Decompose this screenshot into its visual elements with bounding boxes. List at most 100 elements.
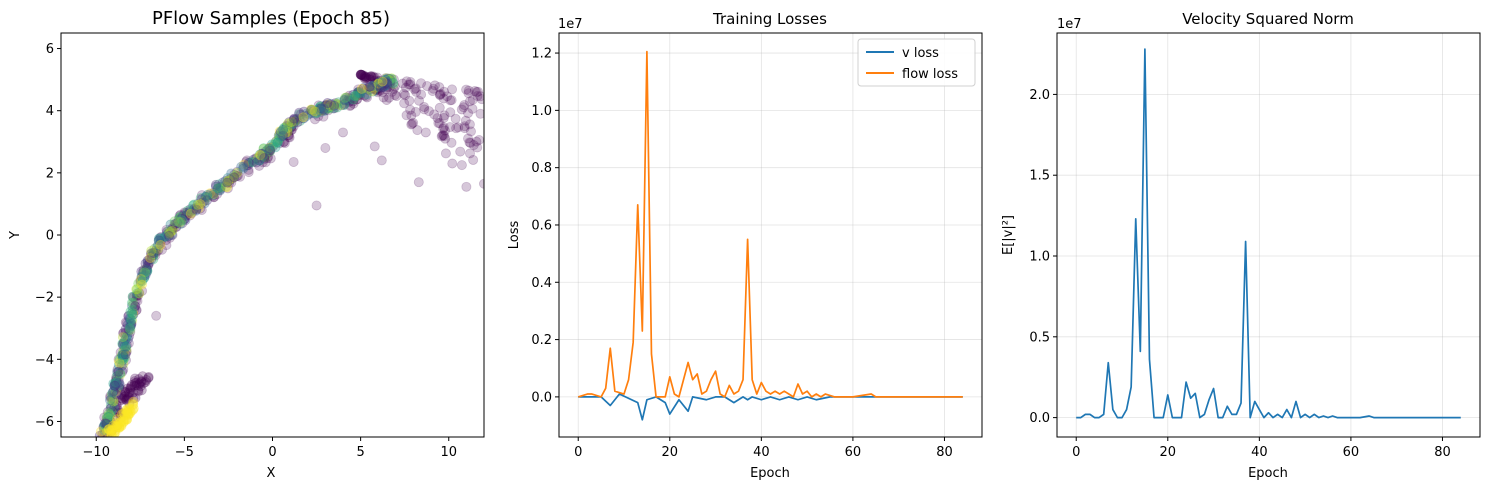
scatter-point [372, 87, 383, 98]
scatter-point [384, 92, 395, 103]
scatter-point [222, 182, 233, 193]
scatter-point [266, 139, 277, 150]
scatter-point [463, 108, 474, 119]
scatter-point [408, 117, 419, 128]
x-tick-label: 40 [753, 445, 770, 460]
scatter-point [288, 121, 299, 132]
y-tick-label: −4 [35, 353, 54, 368]
x-tick-label: −10 [83, 445, 110, 460]
scatter-point [137, 371, 148, 382]
scatter-point [124, 331, 135, 342]
scatter-point [381, 94, 392, 105]
scatter-point [143, 260, 154, 271]
scatter-point [121, 355, 132, 366]
scatter-point [117, 349, 128, 360]
scatter-point [380, 73, 391, 84]
scatter-point [119, 416, 130, 427]
scatter-point [115, 368, 126, 379]
scatter-point [111, 371, 122, 382]
scatter-point [382, 73, 393, 84]
y-tick-label: 0.8 [531, 161, 552, 176]
scatter-point [364, 81, 375, 92]
scatter-point [170, 218, 181, 229]
scatter-point [103, 412, 114, 423]
scatter-point [280, 129, 291, 140]
scatter-point [192, 198, 203, 209]
scatter-point [286, 124, 297, 135]
scatter-point [200, 191, 211, 202]
scatter-point [359, 71, 370, 82]
scatter-point [100, 419, 111, 430]
scatter-point [365, 71, 376, 82]
series-line-v-loss [578, 393, 963, 421]
scatter-point [362, 92, 373, 103]
scatter-point [118, 337, 129, 348]
scatter-point [160, 231, 171, 242]
scatter-point [103, 408, 114, 419]
scatter-point [389, 90, 400, 101]
scatter-point [274, 126, 285, 137]
scatter-point [353, 89, 364, 100]
scatter-point [118, 408, 129, 419]
scatter-point [258, 150, 269, 161]
scatter-point [435, 88, 446, 99]
scatter-point [140, 270, 151, 281]
scatter-point [321, 100, 332, 111]
series-line [1076, 48, 1461, 419]
scatter-point [128, 403, 139, 414]
scatter-point [373, 78, 384, 89]
scatter-point [320, 100, 331, 111]
scatter-point [319, 105, 330, 116]
scatter-point [307, 104, 318, 115]
x-tick-label: 20 [662, 445, 679, 460]
scatter-point [257, 149, 268, 160]
scatter-point [301, 111, 312, 122]
scatter-point [194, 199, 205, 210]
scatter-point [103, 424, 114, 435]
scatter-point [125, 314, 136, 325]
scatter-point [320, 101, 331, 112]
scatter-point [161, 240, 172, 251]
y-tick-label: 4 [46, 104, 54, 119]
scatter-point [250, 153, 261, 164]
scatter-point [257, 151, 268, 162]
scatter-point [148, 249, 159, 260]
scatter-point [337, 127, 348, 138]
scatter-point [288, 156, 299, 167]
scatter-point [438, 93, 449, 104]
scatter-point [298, 113, 309, 124]
scatter-point [134, 378, 145, 389]
scatter-point [127, 292, 138, 303]
scatter-point [439, 110, 450, 121]
scatter-point [122, 406, 133, 417]
scatter-point [126, 308, 137, 319]
scatter-point [184, 210, 195, 221]
scatter-point [114, 382, 125, 393]
scatter-point [311, 200, 322, 211]
scatter-point [356, 69, 367, 80]
scatter-point [405, 79, 416, 90]
scatter-point [116, 416, 127, 427]
scatter-point [201, 191, 212, 202]
scatter-point [180, 210, 191, 221]
scatter-point [278, 137, 289, 148]
scatter-point [136, 376, 147, 387]
scatter-point [126, 314, 137, 325]
scatter-point [232, 166, 243, 177]
y-tick-label: 0 [46, 229, 54, 244]
scatter-point [369, 72, 380, 83]
scatter-point [257, 151, 268, 162]
scatter-point [135, 275, 146, 286]
scatter-point [142, 264, 153, 275]
scatter-point [132, 385, 143, 396]
scatter-point [202, 195, 213, 206]
scatter-point [381, 80, 392, 91]
scatter-point [264, 145, 275, 156]
scatter-point [371, 84, 382, 95]
scatter-point [127, 315, 138, 326]
scatter-point [121, 405, 132, 416]
scatter-point [105, 391, 116, 402]
scatter-point [409, 84, 420, 95]
scatter-point [438, 122, 449, 133]
scatter-point [288, 118, 299, 129]
